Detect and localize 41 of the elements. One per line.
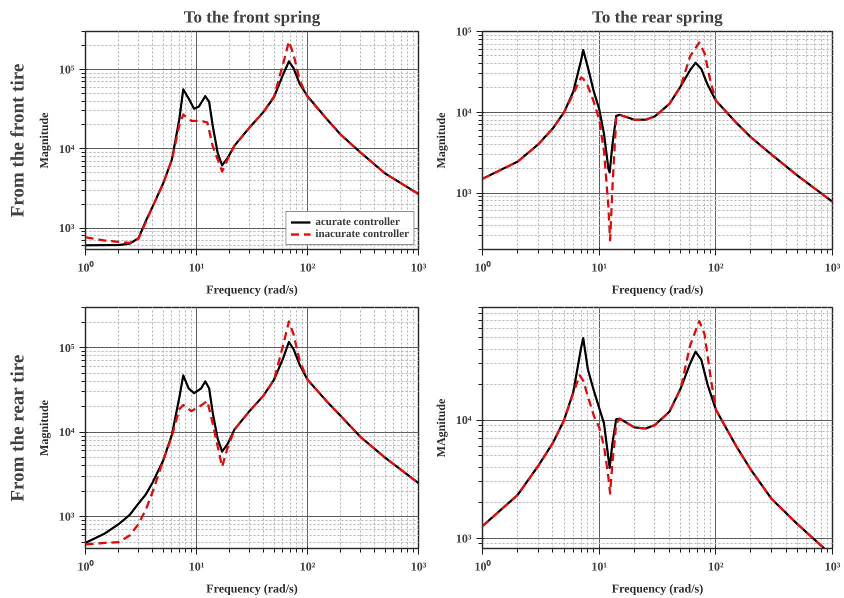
y-axis-title: Magnitude [36,399,51,456]
x-tick-label: 10⁰ [78,560,94,574]
y-tick-label: 10³ [58,221,75,236]
x-tick-label: 10⁰ [474,560,492,574]
y-axis-title: MAgnitude [434,398,448,458]
y-axis-title: Magnitude [434,112,448,168]
y-tick-label: 10³ [58,510,75,524]
legend-label: inacurate controller [315,228,409,240]
y-tick-label: 10⁴ [456,413,472,428]
text: From the front tire [8,64,28,218]
x-tick-label: 10¹ [591,560,608,574]
y-tick-label: 10⁵ [456,24,472,38]
y-tick-label: 10⁵ [58,340,75,355]
legend-label: acurate controller [315,216,400,228]
x-tick-label: 10³ [410,560,427,574]
x-tick-label: 10³ [824,260,841,274]
text: From the rear tire [8,354,28,502]
x-tick-label: 10² [300,260,316,274]
x-tick-label: 10² [708,560,724,574]
y-tick-label: 10³ [456,531,472,546]
x-tick-label: 10³ [824,560,841,574]
y-tick-label: 10³ [456,186,472,200]
y-tick-label: 10⁵ [58,62,75,76]
chart-title: To the front spring [184,8,321,26]
x-tick-label: 10² [300,560,316,574]
x-tick-label: 10⁰ [474,260,492,274]
x-tick-label: 10¹ [188,560,205,574]
x-tick-label: 10¹ [591,260,608,274]
chart-title: To the rear spring [592,8,724,26]
x-axis-title: Frequency (rad/s) [206,282,298,296]
x-axis-title: Frequency (rad/s) [612,582,704,596]
x-tick-label: 10¹ [188,260,205,274]
x-tick-label: 10⁰ [78,260,94,274]
x-axis-title: Frequency (rad/s) [612,282,704,296]
y-tick-label: 10⁴ [58,425,75,440]
y-tick-label: 10⁴ [456,105,472,120]
x-tick-label: 10³ [410,260,427,274]
x-tick-label: 10² [708,260,724,274]
x-axis-title: Frequency (rad/s) [206,582,298,596]
y-axis-title: Magnitude [36,112,51,168]
y-tick-label: 10⁴ [58,142,75,156]
